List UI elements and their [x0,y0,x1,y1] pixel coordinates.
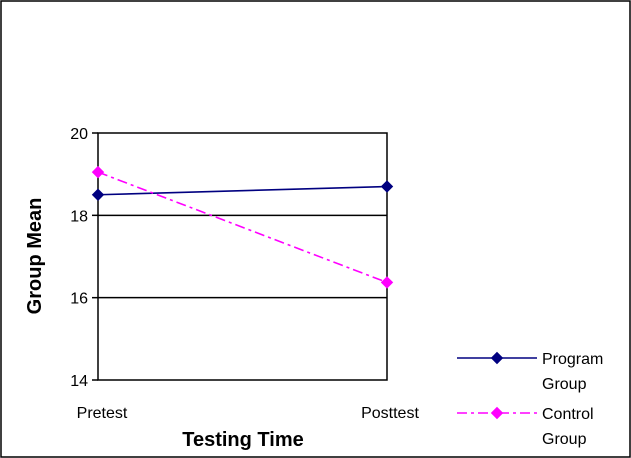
series-2-point-posttest [380,276,394,289]
x-axis-title: Testing Time [182,429,304,451]
y-tick-labels: 14 16 18 20 [70,126,88,390]
series-1-point-pretest [91,188,105,201]
plot-area [97,132,388,381]
y-tick-label-18: 18 [70,208,88,225]
y-tick-label-14: 14 [70,373,88,390]
legend-label-1-line-1: Program [542,351,603,368]
series-layer [91,165,394,289]
series-2-point-pretest [91,165,105,179]
legend-marker-1 [490,351,504,365]
x-tick-labels: Pretest Posttest [77,405,420,422]
y-tick-label-20: 20 [70,126,88,143]
legend-marker-2 [490,406,504,420]
y-tick-label-16: 16 [70,291,88,308]
legend-label-2-line-1: Control [542,406,594,423]
x-tick-label-pretest: Pretest [77,405,128,422]
legend: Program Group Control Group [457,351,603,448]
legend-label-1-line-2: Group [542,376,587,393]
x-tick-label-posttest: Posttest [361,405,419,422]
gridlines [92,132,387,381]
legend-label-2-line-2: Group [542,431,587,448]
series-line-1 [97,185,388,196]
series-1-point-posttest [380,180,394,193]
y-axis-title: Group Mean [24,198,46,315]
series-line-2 [97,171,388,284]
